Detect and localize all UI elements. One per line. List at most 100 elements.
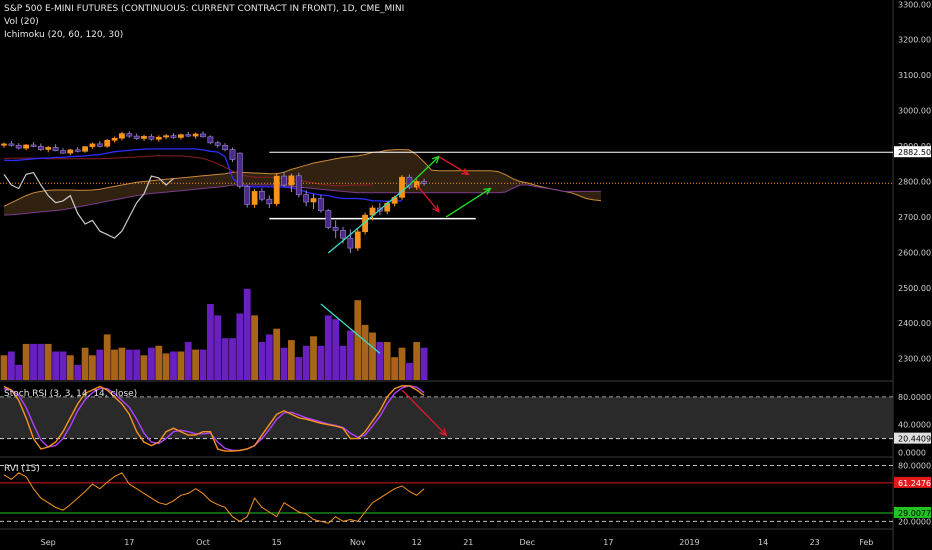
candle: [119, 131, 125, 141]
arrow-red-down: [416, 184, 440, 213]
rvi-legend: RVI (15): [4, 464, 40, 474]
candle: [23, 143, 29, 151]
stoch-rsi-legend: Stoch RSI (3, 3, 14, 14, close): [4, 389, 138, 399]
volume-bar: [383, 342, 391, 380]
volume-bar: [30, 343, 37, 380]
volume-bar: [406, 362, 413, 380]
rvi-red-label-bg: [894, 476, 931, 488]
candle-body: [119, 133, 125, 139]
volume-bar: [207, 304, 214, 380]
time-tick-label: 15: [272, 538, 282, 547]
stoch-arrow-red: [401, 389, 448, 437]
candle-body: [332, 227, 339, 231]
candle-body: [192, 133, 199, 137]
candle: [325, 209, 332, 230]
arrow-green-up-head: [483, 187, 492, 195]
volume-bar: [96, 349, 104, 380]
candle: [178, 133, 184, 140]
volume-bar: [265, 334, 273, 380]
time-tick-label: 2019: [679, 538, 699, 547]
candle: [37, 143, 44, 151]
candle: [52, 144, 59, 152]
candle: [89, 142, 96, 149]
time-tick-label: Feb: [859, 538, 873, 547]
candle-body: [421, 181, 427, 184]
candle: [347, 229, 354, 254]
stoch-d-line: [3, 385, 425, 452]
candle-body: [347, 237, 354, 249]
price-tick-label: 3100.00: [898, 71, 931, 80]
volume-bar: [317, 345, 325, 380]
volume-bar: [59, 351, 67, 380]
candle-body: [317, 198, 324, 211]
grid-layer: [0, 0, 894, 550]
arrow-red-down: [438, 156, 470, 176]
candle: [258, 188, 265, 202]
time-tick-label: Sep: [41, 538, 56, 547]
senkou-span-a-line: [3, 149, 602, 207]
volume-bar: [221, 338, 229, 380]
candle: [8, 141, 15, 147]
volume-bar: [15, 364, 23, 380]
candle-body: [251, 191, 258, 205]
chart-title: S&P 500 E-MINI FUTURES (CONTINUOUS: CURR…: [4, 4, 405, 14]
price-label-resistance: 2882.50: [898, 148, 931, 157]
candle-body: [52, 147, 59, 151]
candle-body: [281, 175, 287, 186]
stoch-value-label: 20.4409: [898, 435, 931, 444]
rvi-green-label-bg: [894, 506, 931, 518]
candle-body: [244, 186, 251, 205]
rvi-pane: [0, 464, 893, 524]
candle: [111, 136, 118, 143]
volume-bar: [347, 330, 354, 380]
time-tick-label: 21: [463, 538, 473, 547]
candle-body: [288, 175, 295, 186]
candle-body: [207, 136, 214, 144]
volume-legend: Vol (20): [4, 17, 39, 27]
candle-body: [354, 231, 361, 249]
volume-bar: [413, 342, 421, 380]
candle-body: [170, 135, 177, 138]
volume-bar: [177, 351, 185, 380]
time-tick-label: 17: [124, 538, 134, 547]
volume-bar: [103, 334, 111, 380]
kijun-line: [3, 148, 402, 202]
candle-body: [273, 175, 280, 205]
candle-body: [126, 133, 133, 137]
candle-body: [133, 135, 140, 139]
senkou-span-b-line: [3, 184, 601, 216]
candle: [354, 227, 361, 251]
stoch-tick-label: 80.0000: [898, 393, 931, 402]
candle-body: [104, 140, 111, 147]
volume-bar: [258, 342, 266, 380]
volume-bar: [74, 364, 82, 380]
candle: [163, 133, 169, 140]
candle: [67, 148, 74, 156]
candle-body: [399, 176, 405, 198]
candle: [214, 141, 221, 148]
volume-trendline: [320, 303, 381, 354]
volume-bar: [376, 342, 384, 380]
volume-bar: [184, 342, 192, 380]
volume-bar: [199, 349, 207, 380]
candle: [273, 172, 280, 207]
candle-body: [15, 145, 22, 149]
chikou-span-line: [3, 171, 174, 239]
price-tick-label: 3000.00: [898, 107, 931, 116]
volume-bar: [332, 319, 340, 380]
stoch-k-line: [3, 385, 425, 452]
candle-body: [155, 136, 162, 140]
candle-body: [413, 181, 420, 188]
price-tick-label: 2800.00: [898, 177, 931, 186]
candle: [192, 132, 199, 139]
candle: [281, 171, 287, 187]
candle: [185, 131, 192, 138]
candle-body: [148, 136, 155, 140]
arrow-red-down-head: [461, 168, 470, 176]
volume-bar: [52, 351, 59, 380]
volume-bar: [111, 349, 118, 380]
stoch-value-label-bg: [894, 432, 931, 444]
volume-bar: [391, 357, 398, 380]
volume-bar: [37, 343, 45, 380]
candle-body: [111, 137, 118, 141]
